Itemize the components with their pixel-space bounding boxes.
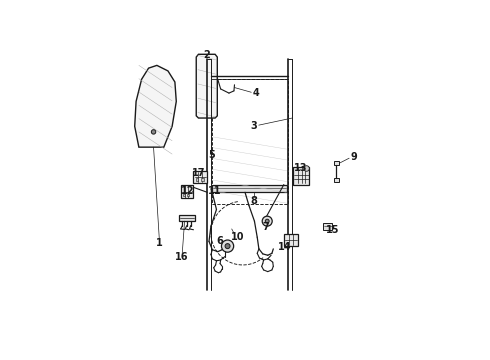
Text: 9: 9	[350, 152, 357, 162]
Bar	[196, 178, 198, 181]
Circle shape	[151, 130, 156, 134]
Text: 8: 8	[250, 195, 257, 206]
Text: 15: 15	[325, 225, 339, 235]
Text: 17: 17	[192, 168, 205, 178]
Text: 1: 1	[156, 238, 163, 248]
Bar	[201, 178, 204, 181]
Text: 7: 7	[263, 222, 269, 232]
Text: 4: 4	[253, 88, 260, 98]
Bar	[293, 167, 309, 185]
Bar	[334, 178, 339, 182]
Text: 3: 3	[250, 121, 257, 131]
Polygon shape	[135, 66, 176, 147]
Bar	[179, 215, 195, 221]
Text: 14: 14	[278, 242, 291, 252]
Text: 12: 12	[181, 186, 194, 196]
Text: 5: 5	[208, 150, 215, 161]
Bar	[284, 234, 298, 246]
Bar	[212, 79, 288, 204]
Bar	[183, 194, 185, 196]
Circle shape	[221, 240, 234, 252]
Text: 2: 2	[203, 50, 210, 60]
Circle shape	[265, 219, 269, 223]
Circle shape	[225, 244, 230, 249]
Circle shape	[262, 216, 272, 226]
Text: 13: 13	[294, 163, 307, 174]
Text: 11: 11	[208, 186, 222, 196]
Bar	[212, 185, 287, 192]
Bar	[322, 222, 332, 230]
Bar	[194, 171, 207, 183]
Bar	[187, 194, 189, 196]
Bar	[334, 161, 339, 165]
Text: 16: 16	[175, 252, 189, 262]
Bar	[181, 185, 193, 198]
Circle shape	[304, 166, 309, 171]
Text: 10: 10	[230, 232, 244, 242]
Polygon shape	[196, 54, 217, 118]
Text: 6: 6	[217, 235, 223, 246]
